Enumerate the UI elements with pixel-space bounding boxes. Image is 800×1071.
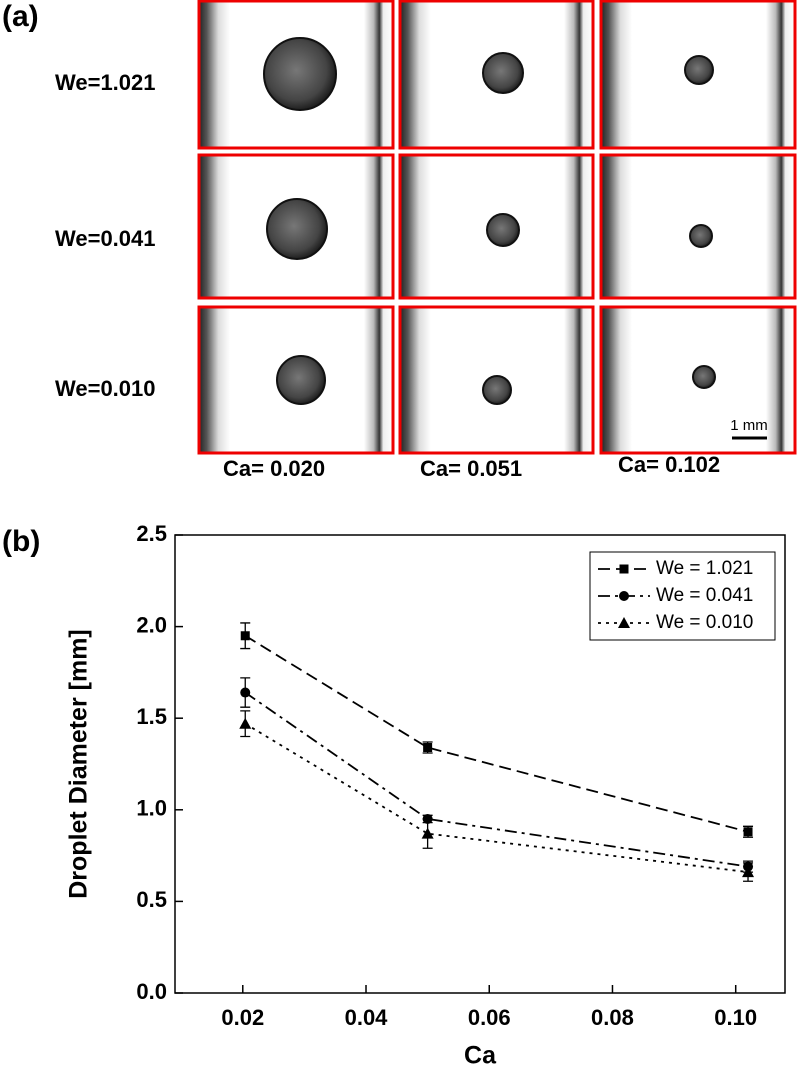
image-cell: [398, 305, 595, 455]
column-label: Ca= 0.051: [420, 456, 522, 481]
droplet: [689, 224, 713, 248]
row-label: We=0.010: [55, 376, 156, 401]
y-tick-label: 2.0: [136, 612, 167, 637]
droplet: [482, 52, 524, 94]
droplet: [684, 55, 714, 85]
droplet: [263, 37, 337, 111]
y-tick-label: 0.5: [136, 887, 167, 912]
legend-marker: [618, 617, 630, 628]
legend-label: We = 1.021: [656, 558, 753, 579]
data-point: [423, 743, 433, 753]
y-axis-title: Droplet Diameter [mm]: [65, 629, 93, 899]
column-label: Ca= 0.020: [223, 456, 325, 481]
y-tick-label: 2.5: [136, 521, 167, 546]
legend-label: We = 0.041: [656, 585, 753, 606]
legend-marker: [619, 591, 629, 601]
plot-frame: [174, 534, 786, 994]
row-label: We=0.041: [55, 226, 156, 251]
x-tick-label: 0.06: [468, 1005, 511, 1030]
droplet: [692, 365, 716, 389]
panel-label: (b): [2, 525, 40, 558]
droplet: [486, 213, 520, 247]
chart: 0.0 0.5 1.0 1.5 2.0 2.5 0.02 0.04 0.06 0.08 0.10 Ca…: [65, 521, 786, 1070]
x-tick-label: 0.08: [591, 1005, 634, 1030]
data-point: [421, 827, 434, 839]
y-tick-label: 1.5: [136, 704, 167, 729]
data-point: [240, 687, 251, 698]
y-tick-label: 0.0: [136, 979, 167, 1004]
column-label: Ca= 0.102: [618, 452, 720, 477]
droplet: [482, 375, 512, 405]
data-point: [742, 866, 755, 878]
data-point: [743, 827, 753, 837]
legend-label: We = 0.010: [656, 612, 753, 633]
droplet: [276, 355, 326, 405]
droplet: [266, 198, 328, 260]
y-tick-label: 1.0: [136, 796, 167, 821]
row-label: We=1.021: [55, 70, 156, 95]
x-tick-label: 0.04: [345, 1005, 389, 1030]
series-line: [244, 722, 749, 873]
data-point: [239, 717, 252, 729]
x-tick-label: 0.02: [221, 1005, 264, 1030]
data-point: [240, 631, 250, 641]
x-axis-title: Ca: [464, 1042, 497, 1070]
image-grid: [197, 0, 797, 455]
x-tick-label: 0.10: [714, 1005, 757, 1030]
panel-label: (a): [2, 0, 39, 33]
series-line: [244, 634, 749, 833]
series-line: [244, 691, 749, 868]
legend-marker: [619, 564, 629, 574]
scale-bar-label: 1 mm: [730, 417, 768, 434]
